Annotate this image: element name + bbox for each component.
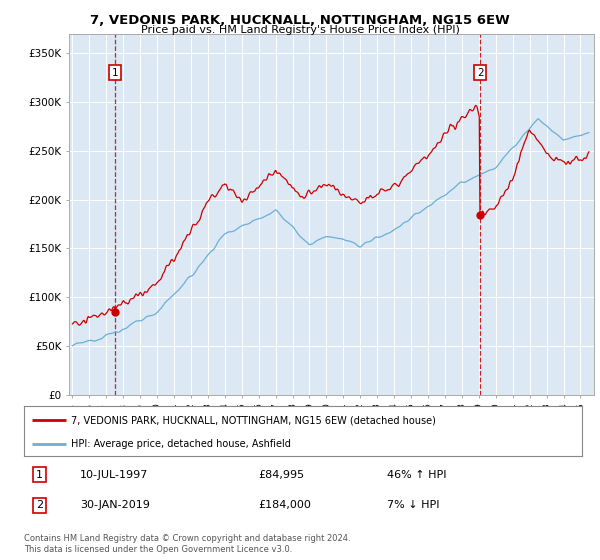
Text: 7% ↓ HPI: 7% ↓ HPI <box>387 501 439 510</box>
Text: £84,995: £84,995 <box>259 470 304 479</box>
Text: Price paid vs. HM Land Registry's House Price Index (HPI): Price paid vs. HM Land Registry's House … <box>140 25 460 35</box>
Text: 10-JUL-1997: 10-JUL-1997 <box>80 470 148 479</box>
Text: £184,000: £184,000 <box>259 501 311 510</box>
Text: 1: 1 <box>36 470 43 479</box>
Text: 7, VEDONIS PARK, HUCKNALL, NOTTINGHAM, NG15 6EW: 7, VEDONIS PARK, HUCKNALL, NOTTINGHAM, N… <box>90 14 510 27</box>
Text: 7, VEDONIS PARK, HUCKNALL, NOTTINGHAM, NG15 6EW (detached house): 7, VEDONIS PARK, HUCKNALL, NOTTINGHAM, N… <box>71 415 436 425</box>
Text: 1: 1 <box>112 68 119 78</box>
Text: 30-JAN-2019: 30-JAN-2019 <box>80 501 149 510</box>
Text: 46% ↑ HPI: 46% ↑ HPI <box>387 470 446 479</box>
Text: 2: 2 <box>36 501 43 510</box>
Text: Contains HM Land Registry data © Crown copyright and database right 2024.
This d: Contains HM Land Registry data © Crown c… <box>24 534 350 554</box>
Text: 2: 2 <box>477 68 484 78</box>
Text: HPI: Average price, detached house, Ashfield: HPI: Average price, detached house, Ashf… <box>71 439 292 449</box>
